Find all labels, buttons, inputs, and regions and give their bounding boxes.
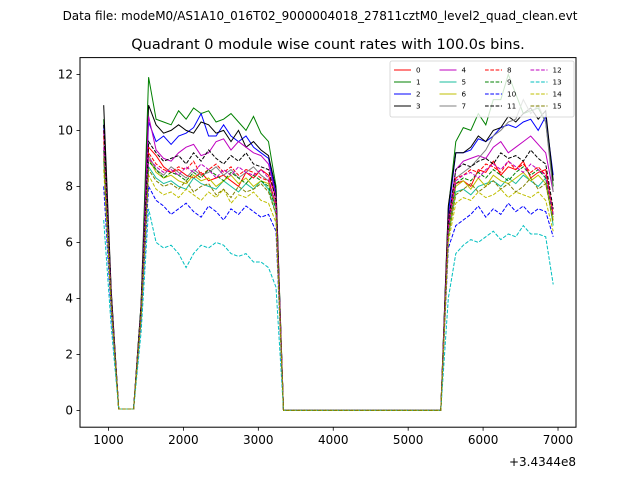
legend-label-8: 8 — [507, 66, 512, 75]
legend-label-1: 1 — [416, 78, 421, 87]
figure-suptitle: Data file: modeM0/AS1A10_016T02_90000040… — [63, 9, 578, 23]
legend-label-6: 6 — [462, 90, 467, 99]
x-tick-label: 1000 — [93, 433, 124, 447]
series-lines — [103, 72, 554, 411]
x-tick-label: 4000 — [318, 433, 349, 447]
legend-label-7: 7 — [462, 102, 467, 111]
chart-title: Quadrant 0 module wise count rates with … — [131, 37, 525, 53]
y-tick-label: 8 — [65, 180, 73, 194]
legend-label-4: 4 — [462, 66, 467, 75]
y-tick-label: 10 — [58, 124, 73, 138]
y-axis: 0 2 4 6 8 10 12 — [58, 68, 80, 418]
series-line-15 — [103, 158, 554, 411]
series-line-14 — [103, 169, 554, 411]
x-tick-label: 3000 — [243, 433, 274, 447]
y-tick-label: 2 — [65, 348, 73, 362]
x-tick-label: 5000 — [393, 433, 424, 447]
legend-label-3: 3 — [416, 102, 421, 111]
legend-label-5: 5 — [462, 78, 467, 87]
legend-label-12: 12 — [553, 66, 562, 75]
x-axis: 1000 2000 3000 4000 5000 6000 7000 — [93, 427, 573, 447]
legend-box — [389, 60, 575, 118]
legend-label-2: 2 — [416, 90, 421, 99]
legend-label-15: 15 — [553, 102, 562, 111]
legend-label-9: 9 — [507, 78, 512, 87]
y-tick-label: 12 — [58, 68, 73, 82]
series-line-9 — [103, 149, 554, 411]
y-tick-label: 4 — [65, 292, 73, 306]
legend-label-14: 14 — [553, 90, 563, 99]
legend-label-13: 13 — [553, 78, 562, 87]
x-tick-label: 2000 — [168, 433, 199, 447]
x-tick-label: 7000 — [543, 433, 574, 447]
y-tick-label: 6 — [65, 236, 73, 250]
legend-label-11: 11 — [507, 102, 516, 111]
legend-label-0: 0 — [416, 66, 421, 75]
x-tick-label: 6000 — [468, 433, 499, 447]
y-tick-label: 0 — [65, 404, 73, 418]
axes-background — [80, 57, 576, 428]
x-offset-label: +3.4344e8 — [509, 455, 576, 469]
legend-label-10: 10 — [507, 90, 517, 99]
